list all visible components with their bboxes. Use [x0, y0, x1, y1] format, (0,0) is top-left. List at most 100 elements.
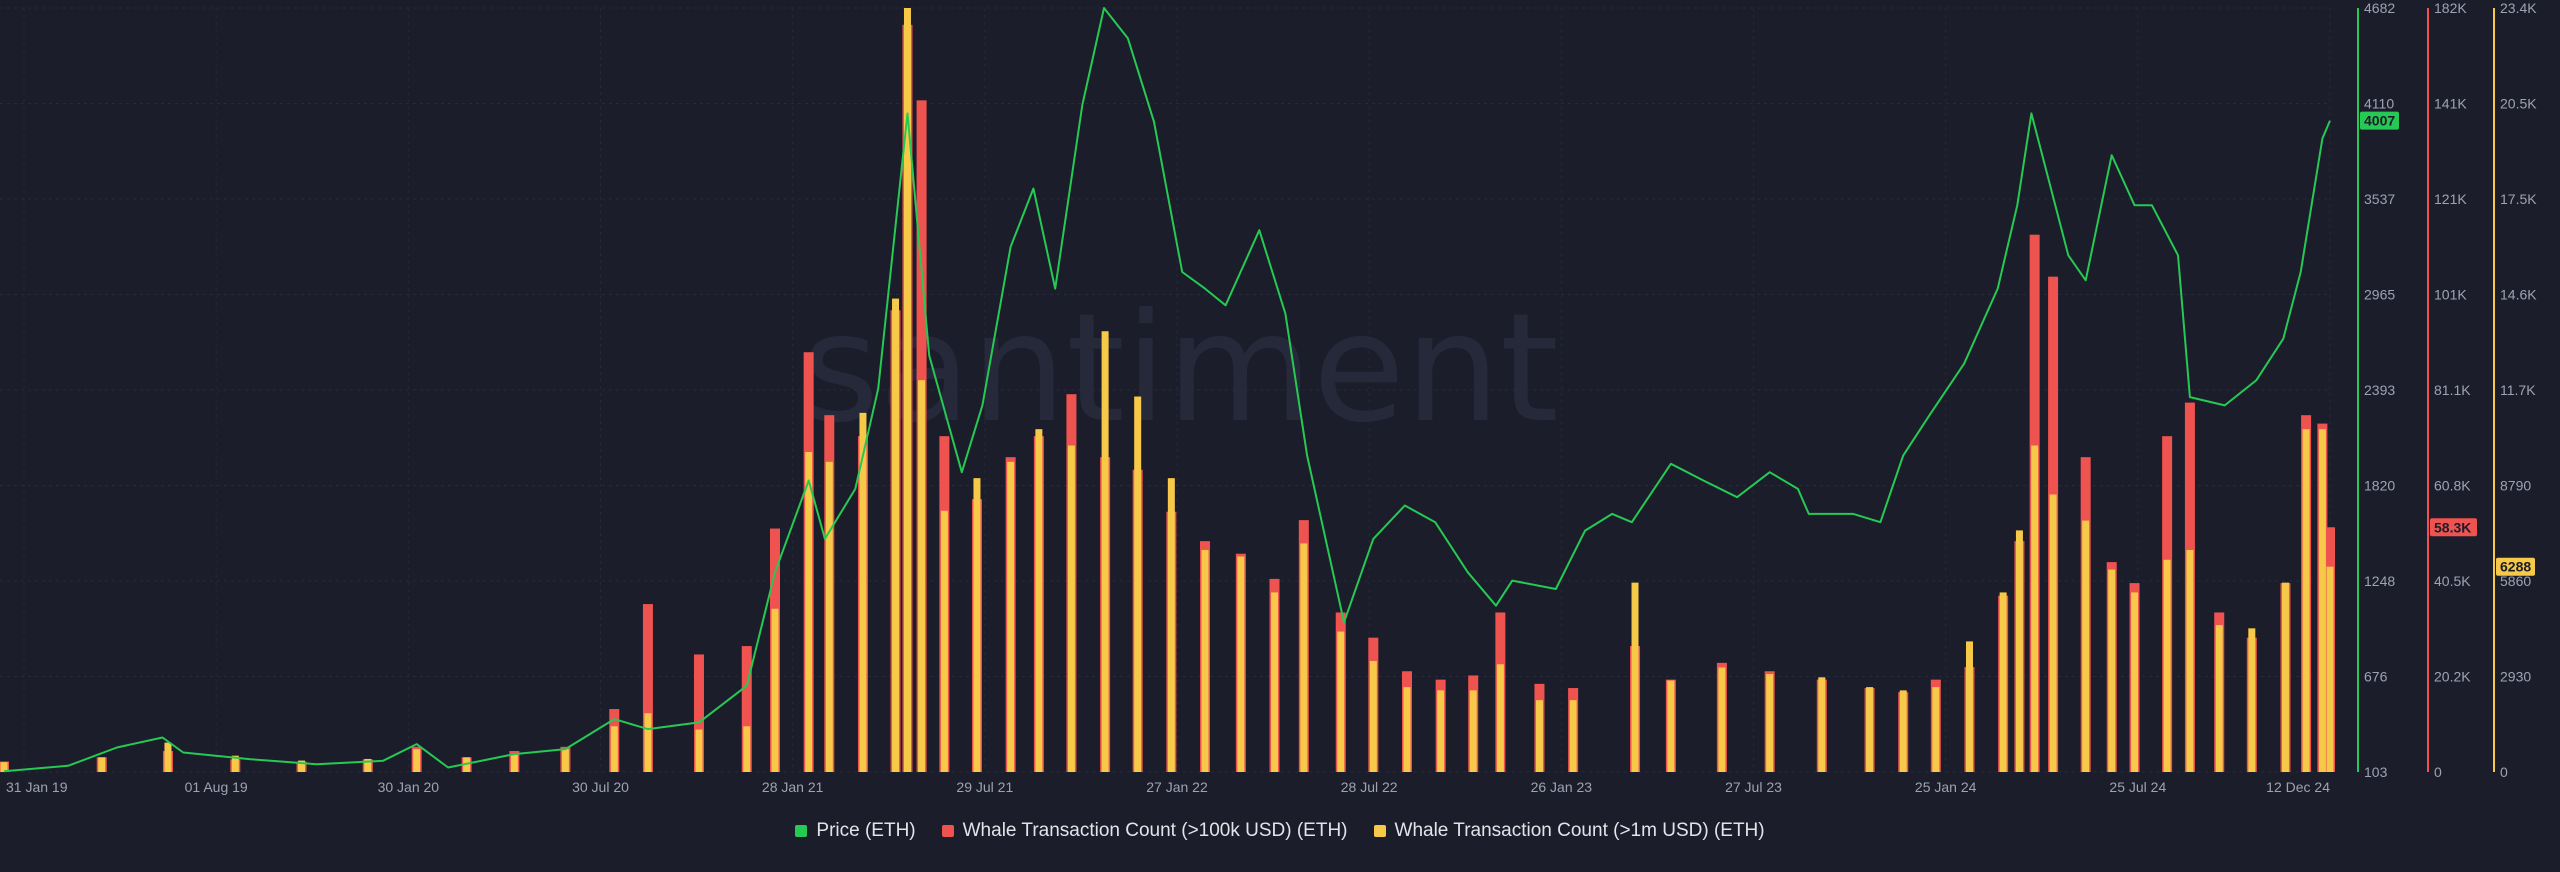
bar-whale-1m [1271, 592, 1279, 772]
bar-whale-100k [693, 654, 704, 772]
legend-swatch-whale-1m [1373, 825, 1386, 837]
bar-whale-1m [2082, 520, 2090, 772]
x-tick-label: 27 Jul 23 [1725, 779, 1782, 795]
bar-whale-1m [1667, 680, 1675, 772]
bar-whale-1m [2215, 625, 2223, 772]
bar-whale-1m [2281, 582, 2289, 772]
bar-whale-1m [1167, 478, 1175, 772]
bar-whale-1m [825, 461, 833, 772]
bar-whale-1m [2302, 429, 2310, 772]
bar-whale-1m [1718, 667, 1726, 772]
current-value-badge-count_100k [2430, 518, 2477, 537]
current-value-label-count_100k: 58.3K [2434, 519, 2471, 535]
bar-whale-1m [1403, 687, 1411, 772]
bar-whale-1m [1035, 429, 1043, 772]
bar-whale-1m [0, 762, 8, 772]
x-tick-label: 01 Aug 19 [185, 779, 248, 795]
legend-label-price: Price (ETH) [816, 820, 916, 841]
bar-whale-100k [741, 646, 752, 772]
grid [0, 7, 2331, 773]
bar-whale-1m [892, 298, 900, 772]
legend-item-price[interactable]: Price (ETH) [795, 820, 916, 842]
axis-whale-100k-tick-label: 101K [2434, 287, 2467, 303]
axis-whale-100k-tick-label: 60.8K [2434, 478, 2471, 494]
bar-whale-1m [859, 412, 867, 772]
axis-whale-100k-tick-label: 40.5K [2434, 573, 2471, 589]
bar-whale-1m [510, 754, 518, 772]
axis-whale-100k-tick-label: 81.1K [2434, 382, 2471, 398]
x-tick-label: 27 Jan 22 [1146, 779, 1208, 795]
axes: 4682 4110 3537 2965 2393 1820 1248 676 103 182K 14… [6, 0, 2537, 795]
bar-whale-1m [1101, 331, 1109, 772]
axis-whale-1m-tick-label: 0 [2500, 764, 2508, 780]
axis-price-tick-label: 1248 [2364, 573, 2395, 589]
bar-whale-1m [2031, 445, 2039, 772]
bar-whale-1m [1201, 549, 1209, 772]
axis-whale-1m-tick-label: 17.5K [2500, 191, 2537, 207]
bar-whale-1m [695, 729, 703, 772]
bar-whale-1m [2248, 628, 2256, 772]
bar-whale-1m [1535, 700, 1543, 772]
axis-price-tick-label: 2393 [2364, 382, 2395, 398]
axis-whale-1m-tick-label: 8790 [2500, 478, 2531, 494]
current-value-label-count_1m: 6288 [2500, 559, 2531, 575]
legend-swatch-price [795, 825, 808, 837]
bar-whale-1m [164, 742, 172, 772]
x-tick-label: 28 Jul 22 [1341, 779, 1398, 795]
axis-price-tick-label: 4682 [2364, 0, 2395, 16]
x-tick-label: 25 Jan 24 [1915, 779, 1977, 795]
axis-price-tick-label: 1820 [2364, 478, 2395, 494]
bar-whale-1m [903, 8, 911, 772]
bar-whale-1m [1134, 396, 1142, 772]
bar-whale-100k [642, 604, 653, 772]
axis-price-tick-label: 3537 [2364, 191, 2395, 207]
x-tick-label: 28 Jan 21 [762, 779, 824, 795]
axis-whale-100k-tick-label: 0 [2434, 764, 2442, 780]
bar-whale-1m [231, 755, 239, 772]
bar-whale-1m [940, 510, 948, 772]
bar-whale-1m [1766, 674, 1774, 772]
axis-whale-1m-tick-label: 2930 [2500, 669, 2531, 685]
bar-whale-1m [1007, 461, 1015, 772]
bar-whale-1m [1067, 445, 1075, 772]
legend-item-whale-100k[interactable]: Whale Transaction Count (>100k USD) (ETH… [941, 820, 1348, 842]
bar-whale-1m [743, 726, 751, 772]
axis-whale-100k-tick-label: 141K [2434, 96, 2467, 112]
bar-whale-1m [1818, 677, 1826, 772]
axis-price-tick-label: 4110 [2364, 96, 2394, 112]
bar-whale-1m [2186, 549, 2194, 772]
bar-whale-1m [2326, 566, 2334, 772]
price-line-group [3, 7, 2331, 773]
x-tick-label: 29 Jul 21 [956, 779, 1013, 795]
bar-whale-1m [1932, 687, 1940, 772]
bar-whale-1m [1631, 582, 1639, 772]
axis-price-tick-label: 2965 [2364, 287, 2395, 303]
legend-swatch-whale-100k [941, 825, 954, 837]
watermark: santiment [801, 282, 1559, 456]
bar-whale-1m [1469, 690, 1477, 772]
axis-whale-1m-tick-label: 14.6K [2500, 287, 2537, 303]
legend: Price (ETH) Whale Transaction Count (>10… [0, 820, 2560, 842]
bar-whale-1m [1965, 641, 1973, 772]
bar-whale-1m [2163, 559, 2171, 772]
bar-whale-1m [805, 452, 813, 772]
bar-whale-1m [1337, 631, 1345, 772]
axis-whale-1m-tick-label: 23.4K [2500, 0, 2537, 16]
legend-label-whale-100k: Whale Transaction Count (>100k USD) (ETH… [962, 820, 1348, 841]
bar-whale-1m [1999, 592, 2007, 772]
axis-whale-100k-tick-label: 121K [2434, 191, 2467, 207]
bar-whale-1m [1899, 690, 1907, 772]
axis-whale-1m-tick-label: 5860 [2500, 573, 2531, 589]
bar-whale-1m [413, 749, 421, 772]
axis-price-tick-label: 103 [2364, 764, 2388, 780]
bar-whale-1m [2015, 530, 2023, 772]
bar-whale-1m [1496, 664, 1504, 772]
axis-price-tick-label: 676 [2364, 669, 2388, 685]
current-value-badge-count_1m [2496, 557, 2535, 576]
x-tick-label: 31 Jan 19 [6, 779, 68, 795]
x-tick-label: 26 Jan 23 [1531, 779, 1593, 795]
legend-item-whale-1m[interactable]: Whale Transaction Count (>1m USD) (ETH) [1373, 820, 1765, 842]
bar-whale-1m [644, 713, 652, 772]
